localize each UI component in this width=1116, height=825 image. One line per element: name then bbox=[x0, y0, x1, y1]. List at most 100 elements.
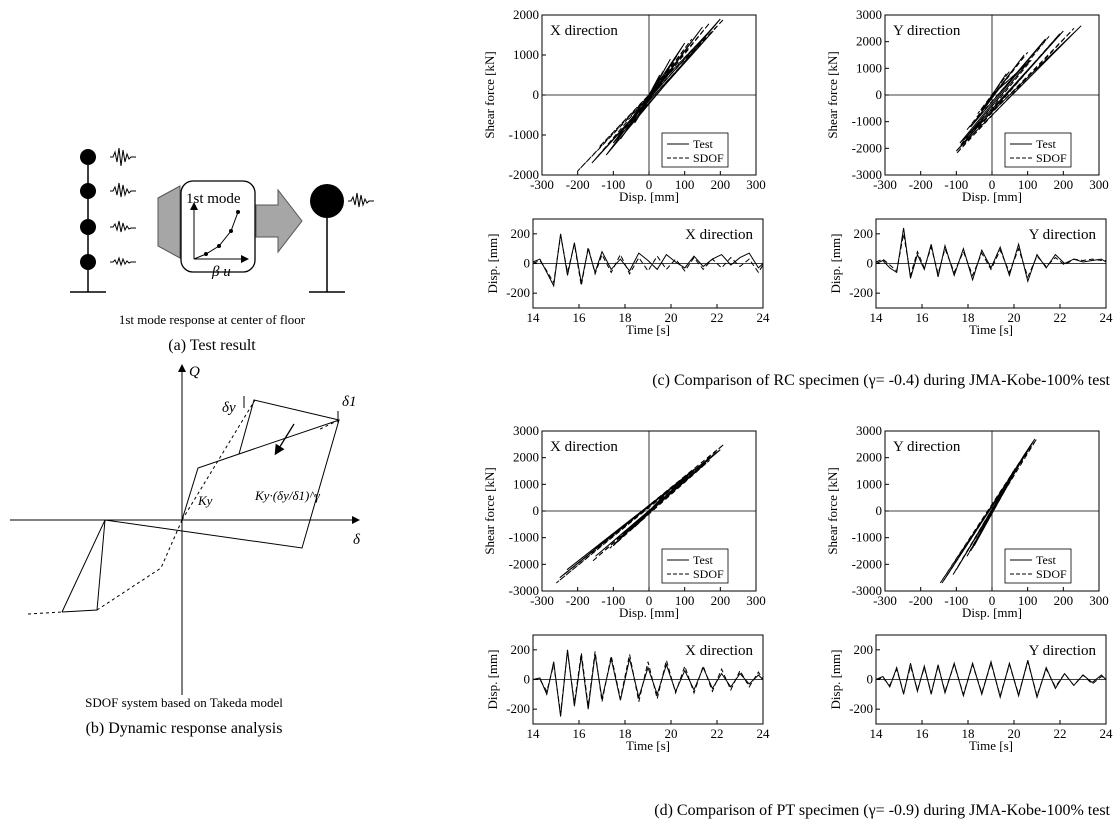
x-tick-label: 24 bbox=[757, 726, 771, 741]
direction-label: Y direction bbox=[893, 23, 961, 39]
x-tick-label: -300 bbox=[530, 177, 554, 192]
wave-icon bbox=[110, 220, 136, 233]
first-mode-box bbox=[180, 180, 256, 273]
y-tick-label: -1000 bbox=[852, 114, 882, 129]
mode-point bbox=[229, 229, 233, 233]
y-tick-label: 200 bbox=[854, 642, 874, 657]
legend-label: SDOF bbox=[693, 151, 724, 165]
y-tick-label: 0 bbox=[533, 87, 540, 102]
y-tick-label: -200 bbox=[849, 285, 873, 300]
direction-label: X direction bbox=[685, 227, 753, 243]
y-tick-label: 0 bbox=[533, 503, 540, 518]
series-test-line bbox=[532, 649, 764, 717]
series-sdof-line bbox=[533, 651, 764, 714]
x-tick-label: 18 bbox=[962, 310, 975, 325]
y-tick-label: 200 bbox=[511, 226, 531, 241]
x-tick-label: 100 bbox=[675, 177, 695, 192]
x-tick-label: 18 bbox=[619, 310, 632, 325]
series-sdof-line bbox=[875, 233, 1106, 279]
x-tick-label: 16 bbox=[916, 726, 930, 741]
delta-1-label: δ1 bbox=[342, 394, 356, 410]
panel-b-caption: (b) Dynamic response analysis bbox=[86, 720, 283, 737]
chart-c-hysteresis-x: -300 -200 -100 0 100 200 300-2000-100001000200… bbox=[482, 7, 766, 204]
y-tick-label: 0 bbox=[524, 256, 531, 271]
y-tick-label: 0 bbox=[867, 256, 874, 271]
mass-node bbox=[80, 183, 96, 199]
x-axis-label: Time [s] bbox=[969, 322, 1013, 337]
chart-c-hysteresis-y: -300 -200 -100 0 100 200 300-3000-2000-1000010… bbox=[825, 7, 1109, 204]
chart-d-time-y: 14 16 18 20 22 24 -200 0 200 Time [s] Disp. [mm] Y … bbox=[828, 634, 1113, 753]
series-test-line bbox=[955, 25, 1082, 152]
y-axis-label: Disp. [mm] bbox=[828, 650, 843, 710]
mass-node bbox=[80, 149, 96, 165]
x-tick-label: -300 bbox=[873, 593, 897, 608]
panel-b: Q δ δy δ1 Ky Ky·(δy/δ1)^γ SDOF system ba… bbox=[10, 364, 361, 737]
y-axis-label: Shear force [kN] bbox=[482, 51, 497, 138]
direction-label: Y direction bbox=[1029, 643, 1097, 659]
y-tick-label: -200 bbox=[506, 701, 530, 716]
x-tick-label: 18 bbox=[619, 726, 632, 741]
legend-box bbox=[661, 132, 729, 168]
x-tick-label: 200 bbox=[711, 177, 731, 192]
y-tick-label: -200 bbox=[506, 285, 530, 300]
y-axis-label: Shear force [kN] bbox=[825, 467, 840, 554]
x-tick-label: 0 bbox=[989, 593, 996, 608]
x-tick-label: 300 bbox=[1089, 177, 1109, 192]
y-tick-label: 200 bbox=[511, 642, 531, 657]
x-tick-label: -300 bbox=[873, 177, 897, 192]
x-tick-label: 16 bbox=[573, 726, 587, 741]
x-tick-label: -200 bbox=[566, 177, 590, 192]
x-tick-label: 24 bbox=[1100, 310, 1114, 325]
x-tick-label: 20 bbox=[665, 726, 678, 741]
y-tick-label: 2000 bbox=[513, 7, 539, 22]
beta-u-label: β u bbox=[211, 264, 231, 280]
y-tick-label: 0 bbox=[876, 87, 883, 102]
x-tick-label: 16 bbox=[573, 310, 587, 325]
x-tick-label: 200 bbox=[1054, 177, 1074, 192]
x-tick-label: 20 bbox=[1008, 726, 1021, 741]
series-sdof-line bbox=[875, 659, 1107, 698]
wave-icon bbox=[348, 192, 374, 208]
x-tick-label: -100 bbox=[601, 593, 625, 608]
delta-label: δ bbox=[353, 532, 361, 548]
y-axis-label: Disp. [mm] bbox=[485, 650, 500, 710]
y-tick-label: 3000 bbox=[513, 423, 539, 438]
series-sdof-line bbox=[555, 443, 725, 584]
y-tick-label: 3000 bbox=[856, 423, 882, 438]
x-tick-label: 22 bbox=[1054, 310, 1067, 325]
x-tick-label: 100 bbox=[1018, 177, 1038, 192]
y-tick-label: 0 bbox=[867, 672, 874, 687]
x-tick-label: 24 bbox=[757, 310, 771, 325]
mode-point bbox=[236, 210, 240, 214]
sdof-mass bbox=[310, 184, 344, 218]
x-tick-label: -100 bbox=[944, 177, 968, 192]
x-tick-label: 200 bbox=[1054, 593, 1074, 608]
takeda-envelope bbox=[61, 419, 340, 613]
series-sdof-line bbox=[955, 27, 1075, 155]
x-tick-label: -100 bbox=[944, 593, 968, 608]
wave-icon bbox=[110, 182, 136, 198]
legend-label: SDOF bbox=[693, 567, 724, 581]
chart-d-hysteresis-x: -300 -200 -100 0 100 200 300-3000-2000-1000010… bbox=[482, 423, 766, 620]
mode-point bbox=[204, 252, 208, 256]
chart-d-time-x: 14 16 18 20 22 24 -200 0 200 Time [s] Disp. [mm] X … bbox=[485, 634, 771, 753]
legend-label: SDOF bbox=[1036, 567, 1067, 581]
y-tick-label: -1000 bbox=[509, 127, 539, 142]
y-tick-label: 2000 bbox=[856, 450, 882, 465]
x-tick-label: 300 bbox=[746, 593, 766, 608]
panel-a-subcaption: 1st mode response at center of floor bbox=[119, 312, 306, 327]
chart-d-hysteresis-y: -300 -200 -100 0 100 200 300-3000-2000-1000010… bbox=[825, 423, 1109, 620]
x-tick-label: 22 bbox=[711, 310, 724, 325]
x-tick-label: 300 bbox=[1089, 593, 1109, 608]
y-tick-label: 0 bbox=[876, 503, 883, 518]
x-tick-label: 200 bbox=[711, 593, 731, 608]
panel-a: 1st mode β u 1st mode response at center… bbox=[70, 147, 374, 354]
y-tick-label: 1000 bbox=[856, 476, 882, 491]
mass-node bbox=[80, 219, 96, 235]
legend-label: Test bbox=[693, 137, 713, 151]
x-tick-label: 0 bbox=[646, 593, 653, 608]
y-axis-label: Shear force [kN] bbox=[482, 467, 497, 554]
series-sdof-line bbox=[577, 18, 725, 172]
y-tick-label: 3000 bbox=[856, 7, 882, 22]
